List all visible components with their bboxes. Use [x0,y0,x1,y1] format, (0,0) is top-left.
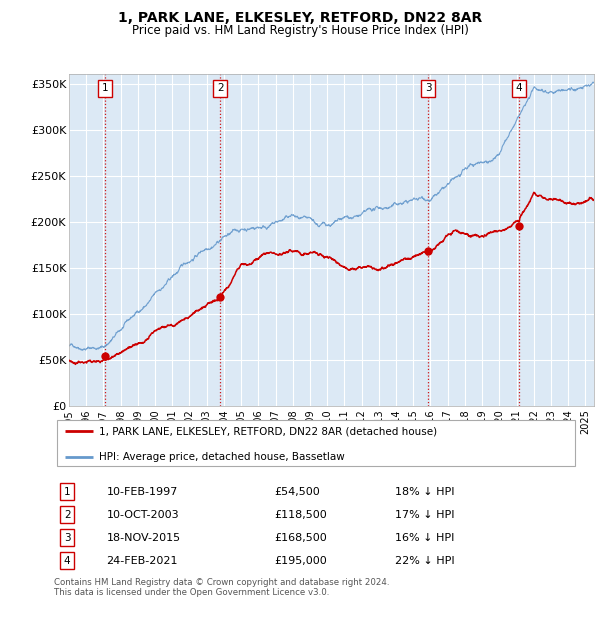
Text: 1, PARK LANE, ELKESLEY, RETFORD, DN22 8AR (detached house): 1, PARK LANE, ELKESLEY, RETFORD, DN22 8A… [98,427,437,436]
Text: 1: 1 [64,487,70,497]
Text: 1, PARK LANE, ELKESLEY, RETFORD, DN22 8AR: 1, PARK LANE, ELKESLEY, RETFORD, DN22 8A… [118,11,482,25]
Text: £195,000: £195,000 [275,556,327,566]
Text: 10-OCT-2003: 10-OCT-2003 [107,510,179,520]
Text: £54,500: £54,500 [275,487,320,497]
Text: 2: 2 [64,510,70,520]
Text: 2: 2 [217,83,223,93]
Text: Contains HM Land Registry data © Crown copyright and database right 2024.: Contains HM Land Registry data © Crown c… [54,578,389,587]
Text: 17% ↓ HPI: 17% ↓ HPI [395,510,455,520]
Text: 18-NOV-2015: 18-NOV-2015 [107,533,181,542]
Text: HPI: Average price, detached house, Bassetlaw: HPI: Average price, detached house, Bass… [98,452,344,462]
Text: 22% ↓ HPI: 22% ↓ HPI [395,556,455,566]
Text: 24-FEB-2021: 24-FEB-2021 [107,556,178,566]
Text: 3: 3 [425,83,432,93]
Text: £118,500: £118,500 [275,510,327,520]
Text: This data is licensed under the Open Government Licence v3.0.: This data is licensed under the Open Gov… [54,588,329,597]
Text: 1: 1 [102,83,109,93]
Text: £168,500: £168,500 [275,533,327,542]
Text: 4: 4 [64,556,70,566]
Text: Price paid vs. HM Land Registry's House Price Index (HPI): Price paid vs. HM Land Registry's House … [131,24,469,37]
Text: 10-FEB-1997: 10-FEB-1997 [107,487,178,497]
Text: 16% ↓ HPI: 16% ↓ HPI [395,533,455,542]
Text: 18% ↓ HPI: 18% ↓ HPI [395,487,455,497]
Text: 4: 4 [516,83,523,93]
FancyBboxPatch shape [56,420,575,466]
Text: 3: 3 [64,533,70,542]
